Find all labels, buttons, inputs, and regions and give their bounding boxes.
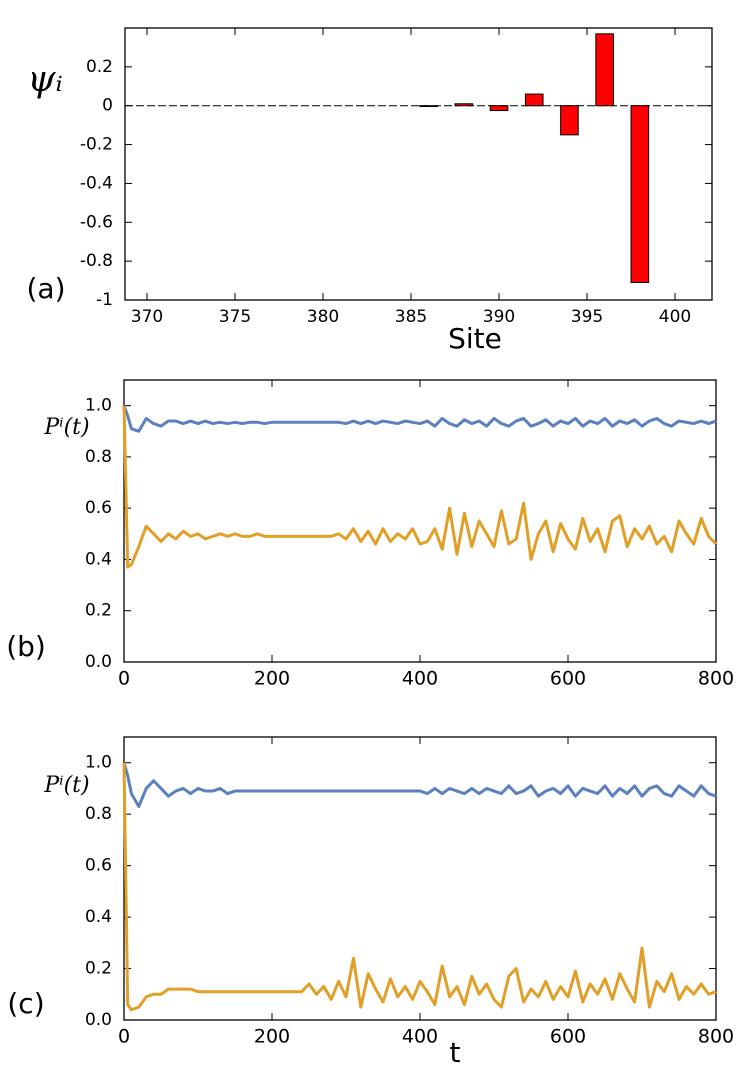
y-tick-label: 0.8 <box>85 804 112 824</box>
plot-frame <box>123 736 717 1021</box>
y-axis-label: Pⁱ(t) <box>43 773 89 798</box>
x-tick-label: 800 <box>698 1026 734 1048</box>
x-tick-label: 800 <box>698 668 734 690</box>
y-tick-label: -0.6 <box>80 212 113 232</box>
panel-label: (b) <box>6 630 46 663</box>
series-line <box>122 405 718 569</box>
y-tick-label: 0.2 <box>85 959 112 979</box>
y-tick-label: 1.0 <box>85 753 112 773</box>
series-line <box>122 762 717 808</box>
bar <box>560 105 579 136</box>
x-tick-label: 0 <box>118 1026 130 1048</box>
x-tick-label: 200 <box>254 668 290 690</box>
x-tick-label: 400 <box>659 307 691 327</box>
panel-label: (a) <box>26 272 65 305</box>
y-tick-label: -0.4 <box>80 173 113 193</box>
plot-frame <box>124 27 713 301</box>
y-tick-label: 0.6 <box>85 498 112 518</box>
x-tick-label: 600 <box>550 668 586 690</box>
x-axis-label: t <box>450 1036 461 1069</box>
y-tick-label: 0.2 <box>85 601 112 621</box>
y-tick-label: -0.2 <box>80 135 113 155</box>
y-axis-label: Pⁱ(t) <box>43 415 89 440</box>
x-tick-label: 395 <box>571 307 603 327</box>
x-tick-label: 0 <box>118 668 130 690</box>
bar <box>489 105 509 112</box>
y-tick-label: 0 <box>102 96 113 116</box>
y-tick-label: 0.0 <box>85 652 112 672</box>
panel-label: (c) <box>7 987 44 1020</box>
x-tick-label: 380 <box>307 307 339 327</box>
y-tick-label: 0.0 <box>85 1010 112 1030</box>
y-tick-label: 0.6 <box>85 856 112 876</box>
bar <box>630 105 650 284</box>
x-tick-label: 390 <box>483 307 515 327</box>
x-axis-label: Site <box>448 322 502 355</box>
y-tick-label: 1.0 <box>85 396 112 416</box>
x-tick-label: 400 <box>402 668 438 690</box>
series-line <box>122 762 717 1012</box>
x-tick-label: 370 <box>131 307 163 327</box>
bar <box>595 33 614 107</box>
y-tick-label: 0.8 <box>85 447 112 467</box>
y-tick-label: 0.4 <box>85 907 112 927</box>
y-tick-label: 0.2 <box>86 57 113 77</box>
x-tick-label: 200 <box>254 1026 290 1048</box>
series-line <box>122 405 717 433</box>
bar <box>419 105 438 108</box>
x-tick-label: 375 <box>219 307 251 327</box>
x-tick-label: 385 <box>395 307 427 327</box>
y-tick-label: 0.4 <box>85 549 112 569</box>
bar <box>454 103 474 107</box>
y-axis-label: ψᵢ <box>27 59 62 100</box>
x-tick-label: 400 <box>402 1026 438 1048</box>
y-tick-label: -0.8 <box>80 251 113 271</box>
x-tick-label: 600 <box>550 1026 586 1048</box>
bar <box>524 93 544 107</box>
y-tick-label: -1 <box>96 290 113 310</box>
